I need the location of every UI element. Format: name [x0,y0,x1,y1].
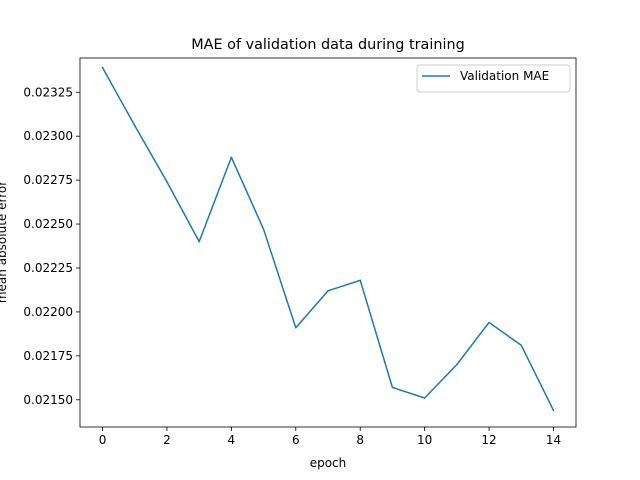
x-tick-label: 10 [417,433,432,447]
x-tick-label: 8 [356,433,364,447]
x-tick-label: 0 [99,433,107,447]
data-point [423,397,426,399]
x-tick-label: 14 [546,433,561,447]
series-layer [101,66,555,412]
legend-box [416,64,571,93]
data-point [391,386,394,389]
plot-frame [79,57,577,428]
data-point [230,156,233,159]
data-point [134,124,136,127]
legend: Validation MAE [416,64,571,93]
x-axis: 0 2 4 6 8 10 12 14 [99,427,561,447]
data-point [327,290,329,292]
y-tick-label: 0.02300 [23,129,73,143]
y-tick-label: 0.02200 [23,305,73,319]
y-tick-label: 0.02325 [23,85,73,99]
data-point [520,344,522,347]
data-point [552,409,555,412]
data-point [262,228,265,231]
data-point [488,321,490,324]
data-point [295,326,297,329]
y-tick-label: 0.02275 [23,173,73,187]
data-point [101,66,104,69]
data-point [166,181,168,183]
y-tick-label: 0.02250 [23,217,73,231]
data-point [198,240,200,243]
x-axis-label: epoch [310,456,347,470]
data-point [456,363,458,366]
chart-title: MAE of validation data during training [191,37,465,53]
y-tick-label: 0.02225 [23,261,73,275]
x-tick-label: 2 [163,433,171,447]
y-axis: 0.02150 0.02175 0.02200 0.02225 0.02250 0.022… [23,85,80,407]
legend-label: Validation MAE [460,69,549,83]
x-tick-label: 6 [292,433,300,447]
y-axis-label: mean absolute error [0,181,9,303]
x-tick-label: 12 [481,433,496,447]
data-point [359,279,361,282]
y-tick-label: 0.02175 [23,349,73,363]
x-tick-label: 4 [228,433,236,447]
y-tick-label: 0.02150 [23,393,73,407]
